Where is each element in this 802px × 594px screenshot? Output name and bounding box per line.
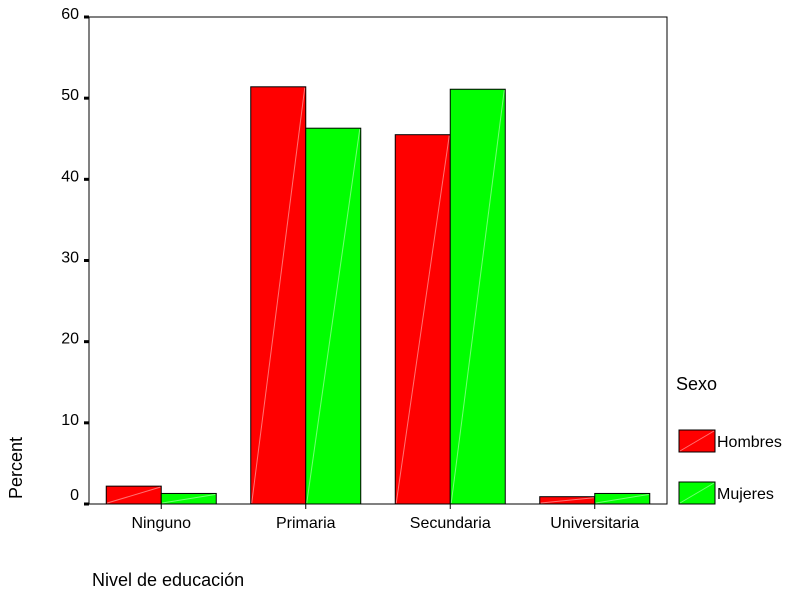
y-axis-title: Percent xyxy=(6,437,26,499)
legend-label-mujeres: Mujeres xyxy=(717,486,774,503)
y-tick-label: 20 xyxy=(61,331,79,348)
x-tick-label: Universitaria xyxy=(550,515,639,532)
y-tick-label: 50 xyxy=(61,87,79,104)
x-axis: Ninguno Primaria Secundaria Universitaria xyxy=(131,504,639,532)
x-tick-label: Secundaria xyxy=(410,515,491,532)
bars xyxy=(105,86,651,505)
bar-sheen xyxy=(306,129,361,504)
bar-mujeres-ninguno xyxy=(160,492,217,505)
legend-swatch-sheen xyxy=(679,482,715,504)
y-tick-label: 40 xyxy=(61,168,79,185)
bar-sheen xyxy=(450,90,505,504)
y-axis: 0 10 20 30 40 50 60 xyxy=(61,6,89,506)
y-tick-label: 0 xyxy=(70,487,79,504)
y-tick-label: 30 xyxy=(61,250,79,267)
bar-sheen xyxy=(251,87,306,504)
legend-label-hombres: Hombres xyxy=(717,434,782,451)
y-tick-label: 60 xyxy=(61,6,79,23)
bar-hombres-primaria xyxy=(250,86,307,505)
bar-sheen xyxy=(395,135,450,504)
y-tick-label: 10 xyxy=(61,412,79,429)
bar-mujeres-secundaria xyxy=(449,88,506,505)
bar-mujeres-primaria xyxy=(305,127,362,505)
plot-frame xyxy=(88,16,668,505)
bar-sheen xyxy=(107,486,161,504)
x-axis-title: Nivel de educación xyxy=(92,570,244,590)
legend-swatch-sheen xyxy=(679,430,715,452)
x-tick-label: Primaria xyxy=(276,515,336,532)
x-tick-label: Ninguno xyxy=(131,515,191,532)
bar-sheen xyxy=(540,497,594,504)
bar-hombres-secundaria xyxy=(394,134,451,505)
bar-sheen xyxy=(162,493,216,504)
bar-mujeres-universitaria xyxy=(594,492,651,505)
legend-swatch-mujeres xyxy=(678,481,716,505)
legend: Sexo Hombres Mujeres xyxy=(676,374,782,505)
bar-sheen xyxy=(595,493,649,504)
legend-title: Sexo xyxy=(676,374,717,394)
legend-swatch-hombres xyxy=(678,429,716,453)
